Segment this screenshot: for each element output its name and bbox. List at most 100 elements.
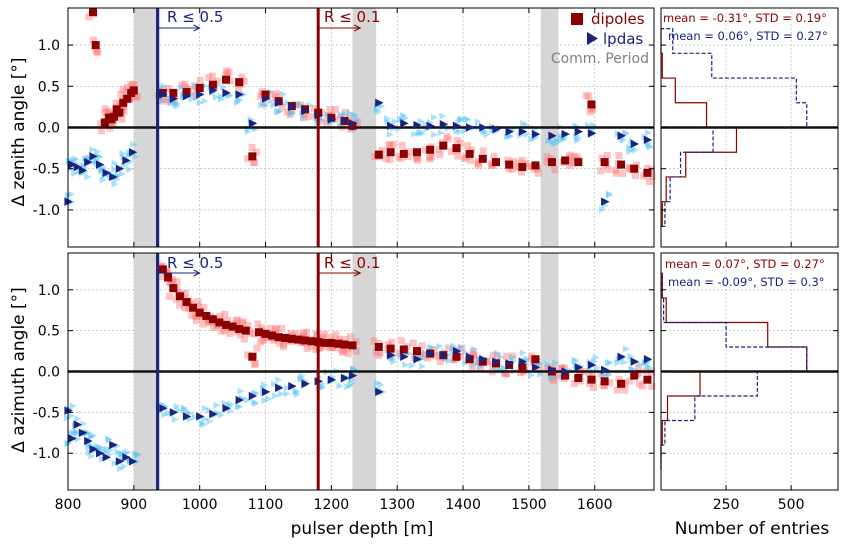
zenith-dipole-scatter-point	[527, 162, 535, 170]
zenith-dipole-scatter-point	[331, 105, 339, 113]
zenith-lpda-point	[128, 148, 138, 157]
azimuth-lpda-point	[617, 352, 626, 361]
zenith-dipole-scatter-point	[300, 110, 308, 118]
azimuth-dipole-scatter-point	[246, 329, 254, 337]
azimuth-lpda-scatter-point	[408, 361, 416, 369]
azimuth-dipole-scatter-point	[638, 382, 646, 390]
zenith-lpda-point	[64, 197, 73, 206]
zenith-dipole-scatter-point	[305, 113, 313, 121]
azimuth-lpda-scatter-point	[336, 382, 344, 390]
azimuth-dipole-scatter-point	[181, 304, 189, 312]
azimuth-dipole-point	[261, 329, 270, 338]
zenith-lpda-point	[248, 119, 258, 128]
azimuth-dipole-scatter-point	[470, 351, 478, 359]
zenith-dipole-scatter-point	[570, 159, 578, 167]
azimuth-lpda-point	[327, 375, 337, 384]
azimuth-dipole-scatter-point	[626, 377, 634, 385]
zenith-dipole-scatter-point	[488, 160, 496, 168]
zenith-lpda-point	[209, 86, 218, 95]
histogram-x-axis-label: Number of entries	[675, 519, 830, 539]
azimuth-dipole-scatter-point	[319, 335, 327, 343]
legend: dipoles lpdas Comm. Period	[551, 10, 649, 67]
zenith-dipole-scatter-point	[443, 133, 451, 141]
azimuth-lpda-point	[466, 352, 475, 361]
azimuth-dipole-scatter-point	[337, 345, 345, 353]
azimuth-dipole-scatter-point	[244, 351, 252, 359]
azimuth-dipole-scatter-point	[320, 330, 328, 338]
y-tick-label: 0.5	[38, 324, 60, 340]
zenith-dipole-scatter-point	[582, 92, 590, 100]
zenith-dipole-scatter-point	[225, 68, 233, 76]
azimuth-dipole-point	[340, 340, 349, 349]
zenith-dipole-point	[412, 148, 421, 157]
zenith-dipole-scatter-point	[181, 80, 189, 88]
zenith-dipole-scatter-point	[85, 13, 93, 21]
zenith-lpda-scatter-point	[159, 96, 167, 104]
azimuth-dipole-scatter-point	[435, 351, 443, 359]
azimuth-lpda-point	[630, 357, 640, 366]
zenith-dipole-scatter-point	[205, 73, 213, 81]
zenith-dipole-scatter-point	[588, 105, 596, 113]
zenith-lpda-scatter-point	[111, 165, 119, 173]
azimuth-lpda-point	[452, 346, 462, 356]
azimuth-lpda-scatter-point	[419, 362, 427, 370]
azimuth-dipole-scatter-point	[332, 331, 340, 339]
zenith-dipole-point	[208, 80, 217, 89]
azimuth-dipole-scatter-point	[166, 278, 174, 286]
x-tick-label: 900	[120, 497, 147, 513]
azimuth-lpda-point	[413, 355, 422, 364]
azimuth-dipole-scatter-point	[303, 344, 311, 352]
azimuth-lpda-point	[531, 363, 541, 372]
azimuth-dipole-point	[412, 347, 421, 356]
zenith-lpda-scatter-point	[84, 173, 92, 181]
y-axis-label-zenith: Δ zenith angle [°]	[9, 57, 29, 206]
azimuth-lpda-scatter-point	[88, 452, 96, 460]
zenith-dipole-scatter-point	[647, 166, 655, 174]
azimuth-lpda-point	[288, 382, 297, 391]
zenith-lpda-scatter-point	[553, 136, 561, 144]
zenith-lpda-scatter-point	[262, 102, 270, 110]
zenith-lpda-point	[375, 98, 384, 107]
azimuth-dipole-scatter-point	[635, 369, 643, 377]
azimuth-lpda-scatter-point	[428, 343, 436, 351]
azimuth-dipole-point	[175, 292, 184, 301]
azimuth-dipole-scatter-point	[615, 375, 623, 383]
azimuth-lpda-point	[643, 355, 653, 364]
zenith-dipole-scatter-point	[196, 77, 204, 85]
azimuth-dipole-scatter-point	[329, 343, 337, 351]
azimuth-dipole-point	[600, 377, 609, 386]
zenith-dipole-scatter-point	[504, 156, 512, 164]
zenith-lpda-scatter-point	[126, 165, 134, 173]
zenith-dipole-scatter-point	[389, 141, 397, 149]
azimuth-dipole-scatter-point	[302, 328, 310, 336]
azimuth-dipole-scatter-point	[299, 329, 307, 337]
zenith-lpda-point	[466, 123, 475, 132]
azimuth-lpda-scatter-point	[283, 384, 291, 392]
zenith-dipole-scatter-point	[257, 93, 265, 101]
azimuth-dipole-scatter-point	[216, 312, 224, 320]
zenith-lpda-point	[387, 121, 396, 131]
zenith-lpda-point	[492, 124, 501, 134]
zenith-lpda-point	[222, 88, 231, 98]
zenith-dipole-scatter-point	[517, 168, 525, 176]
azimuth-dipole-scatter-point	[469, 363, 477, 371]
zenith-lpda-scatter-point	[95, 152, 103, 160]
azimuth-dipole-point	[169, 284, 178, 293]
zenith-dipole-scatter-point	[619, 170, 627, 178]
zenith-dipole-scatter-point	[398, 141, 406, 149]
zenith-dipole-scatter-point	[395, 153, 403, 161]
azimuth-lpda-scatter-point	[604, 359, 612, 367]
data-layer	[63, 7, 838, 490]
azimuth-lpda-scatter-point	[63, 414, 71, 422]
azimuth-lpda-scatter-point	[461, 348, 469, 356]
azimuth-dipole-point	[630, 371, 639, 380]
zenith-dipole-scatter-point	[386, 142, 394, 150]
zenith-dipole-point	[261, 90, 270, 99]
azimuth-dipole-scatter-point	[457, 352, 465, 360]
azimuth-dipole-scatter-point	[217, 327, 225, 335]
zenith-dipole-scatter-point	[164, 84, 172, 92]
zenith-lpda-scatter-point	[132, 153, 140, 161]
azimuth-dipole-scatter-point	[244, 321, 252, 329]
zenith-dipole-point	[587, 100, 596, 109]
zenith-dipole-scatter-point	[345, 115, 353, 123]
